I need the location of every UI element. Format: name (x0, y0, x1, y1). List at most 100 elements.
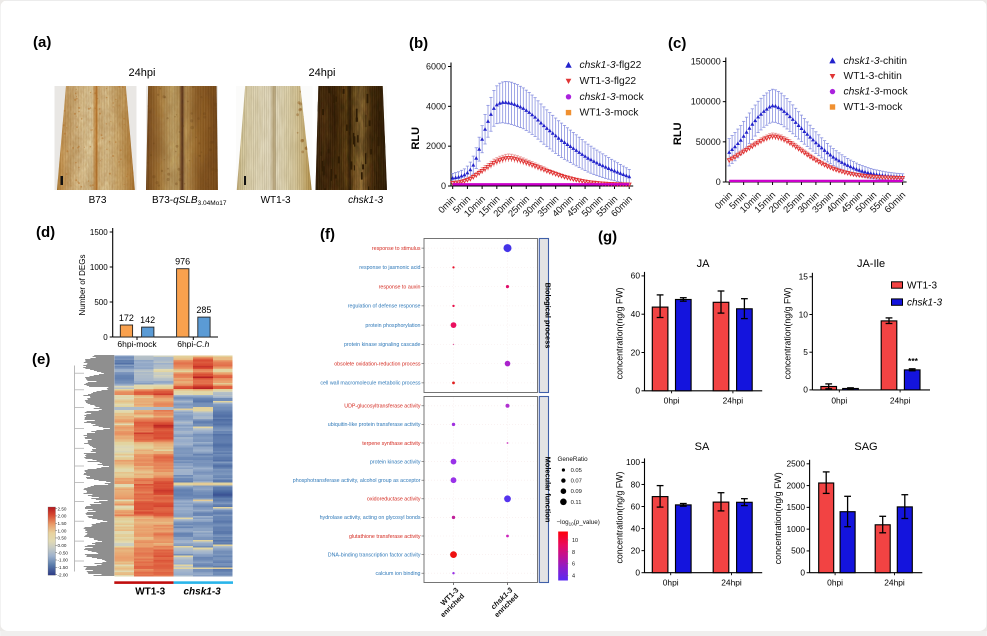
svg-text:oxidoreductase activity: oxidoreductase activity (367, 497, 421, 503)
svg-text:24hpi: 24hpi (723, 396, 744, 406)
svg-text:24hpi: 24hpi (309, 67, 336, 79)
svg-text:60: 60 (631, 271, 641, 281)
svg-text:Molecular function: Molecular function (544, 457, 553, 523)
svg-text:10: 10 (799, 309, 809, 319)
svg-text:4000: 4000 (426, 101, 446, 111)
svg-text:chsk1-3: chsk1-3 (907, 297, 942, 308)
svg-text:glutathione transferase activi: glutathione transferase activity (349, 534, 421, 540)
svg-text:100: 100 (626, 457, 640, 467)
svg-text:WT1-3: WT1-3 (135, 587, 165, 598)
svg-text:6hpi-mock: 6hpi-mock (117, 339, 157, 349)
svg-text:0hpi: 0hpi (831, 396, 847, 406)
svg-text:1.00: 1.00 (58, 528, 67, 533)
svg-text:500: 500 (791, 546, 805, 556)
svg-text:80: 80 (631, 479, 641, 489)
svg-text:0.11: 0.11 (571, 500, 582, 506)
svg-text:protein kinase signaling casca: protein kinase signaling cascade (344, 342, 421, 348)
svg-text:4: 4 (572, 573, 575, 579)
svg-text:-2.00: -2.00 (58, 572, 69, 577)
svg-text:WT1-3-chitin: WT1-3-chitin (844, 71, 903, 82)
svg-text:protein kinase activity: protein kinase activity (370, 459, 421, 465)
svg-text:chsk1-3-chitin: chsk1-3-chitin (844, 56, 908, 67)
svg-text:(f): (f) (320, 226, 335, 243)
svg-text:2500: 2500 (786, 459, 805, 469)
svg-text:2000: 2000 (426, 141, 446, 151)
svg-text:WT1-3: WT1-3 (907, 280, 937, 291)
svg-text:WT1-3-mock: WT1-3-mock (844, 102, 904, 113)
svg-text:protein phosphorylation: protein phosphorylation (365, 323, 420, 329)
svg-text:***: *** (908, 356, 919, 366)
svg-text:B73: B73 (89, 195, 107, 206)
svg-text:chsk1-3-flg22: chsk1-3-flg22 (580, 60, 642, 71)
svg-text:WT1-3: WT1-3 (261, 195, 291, 206)
svg-text:0: 0 (441, 181, 446, 191)
svg-text:172: 172 (119, 313, 134, 323)
svg-text:-0.50: -0.50 (58, 550, 69, 555)
svg-text:chsk1-3enriched: chsk1-3enriched (487, 586, 521, 620)
svg-text:150000: 150000 (691, 57, 721, 67)
svg-text:0.05: 0.05 (571, 468, 582, 474)
svg-text:500: 500 (94, 298, 108, 307)
svg-text:1500: 1500 (90, 228, 108, 237)
svg-text:20: 20 (631, 545, 641, 555)
svg-text:15: 15 (799, 272, 809, 282)
svg-text:calcium ion binding: calcium ion binding (375, 571, 420, 577)
svg-text:response to stimulus: response to stimulus (372, 246, 421, 252)
svg-text:chsk1-3: chsk1-3 (183, 587, 221, 598)
svg-text:response to jasmonic acid: response to jasmonic acid (359, 265, 420, 271)
svg-text:-1.50: -1.50 (58, 565, 69, 570)
svg-text:2.00: 2.00 (58, 514, 67, 519)
svg-text:1000: 1000 (90, 263, 108, 272)
svg-text:0hpi: 0hpi (663, 578, 679, 588)
svg-text:0: 0 (103, 333, 108, 342)
svg-text:6hpi-C.h: 6hpi-C.h (177, 339, 209, 349)
svg-text:2000: 2000 (786, 480, 805, 490)
svg-text:24hpi: 24hpi (890, 396, 911, 406)
svg-text:(b): (b) (409, 35, 428, 52)
svg-text:concentration(ng/g FW): concentration(ng/g FW) (615, 287, 625, 379)
svg-text:6: 6 (572, 562, 575, 568)
svg-text:DNA-binding transcription fact: DNA-binding transcription factor activit… (328, 552, 421, 558)
svg-text:JA-Ile: JA-Ile (857, 258, 885, 270)
svg-text:phosphotransferase activity, a: phosphotransferase activity, alcohol gro… (293, 478, 421, 484)
svg-text:WT1-3enriched: WT1-3enriched (433, 586, 467, 620)
svg-text:0: 0 (635, 568, 640, 578)
svg-text:-1.00: -1.00 (58, 558, 69, 563)
svg-text:0.50: 0.50 (58, 536, 67, 541)
svg-text:1500: 1500 (786, 502, 805, 512)
svg-text:976: 976 (175, 257, 190, 267)
svg-text:RLU: RLU (672, 122, 684, 145)
svg-text:0: 0 (800, 568, 805, 578)
svg-text:chsk1-3: chsk1-3 (348, 195, 383, 206)
svg-text:regulation of defense response: regulation of defense response (348, 304, 421, 310)
svg-text:10: 10 (572, 538, 578, 544)
svg-text:142: 142 (140, 315, 155, 325)
svg-text:0hpi: 0hpi (827, 578, 843, 588)
svg-text:Biological process: Biological process (544, 283, 553, 349)
svg-text:(e): (e) (32, 351, 50, 368)
svg-text:285: 285 (196, 305, 211, 315)
svg-text:hydrolase activity, acting on: hydrolase activity, acting on glycosyl b… (320, 515, 421, 521)
svg-text:SA: SA (695, 441, 710, 453)
svg-text:0: 0 (803, 385, 808, 395)
svg-text:0.00: 0.00 (58, 543, 67, 548)
svg-text:obsolete oxidation-reduction p: obsolete oxidation-reduction process (334, 361, 421, 367)
svg-text:100000: 100000 (691, 97, 721, 107)
svg-text:RLU: RLU (410, 127, 422, 150)
svg-text:(d): (d) (36, 224, 55, 241)
svg-text:5: 5 (803, 347, 808, 357)
svg-text:24hpi: 24hpi (884, 578, 905, 588)
svg-text:0.09: 0.09 (571, 489, 582, 495)
svg-text:B73-qSLB3.04Mo17: B73-qSLB3.04Mo17 (152, 195, 227, 207)
svg-text:0hpi: 0hpi (664, 396, 680, 406)
svg-text:chsk1-3-mock: chsk1-3-mock (580, 92, 645, 103)
svg-text:response to auxin: response to auxin (379, 284, 421, 290)
svg-text:terpene synthase activity: terpene synthase activity (362, 441, 421, 447)
svg-text:0.07: 0.07 (571, 479, 582, 485)
svg-text:concentration(ng/g FW): concentration(ng/g FW) (783, 287, 793, 379)
svg-text:6000: 6000 (426, 62, 446, 72)
svg-text:40: 40 (631, 309, 641, 319)
svg-text:JA: JA (697, 258, 711, 270)
svg-text:0: 0 (635, 386, 640, 396)
svg-text:20: 20 (631, 347, 641, 357)
